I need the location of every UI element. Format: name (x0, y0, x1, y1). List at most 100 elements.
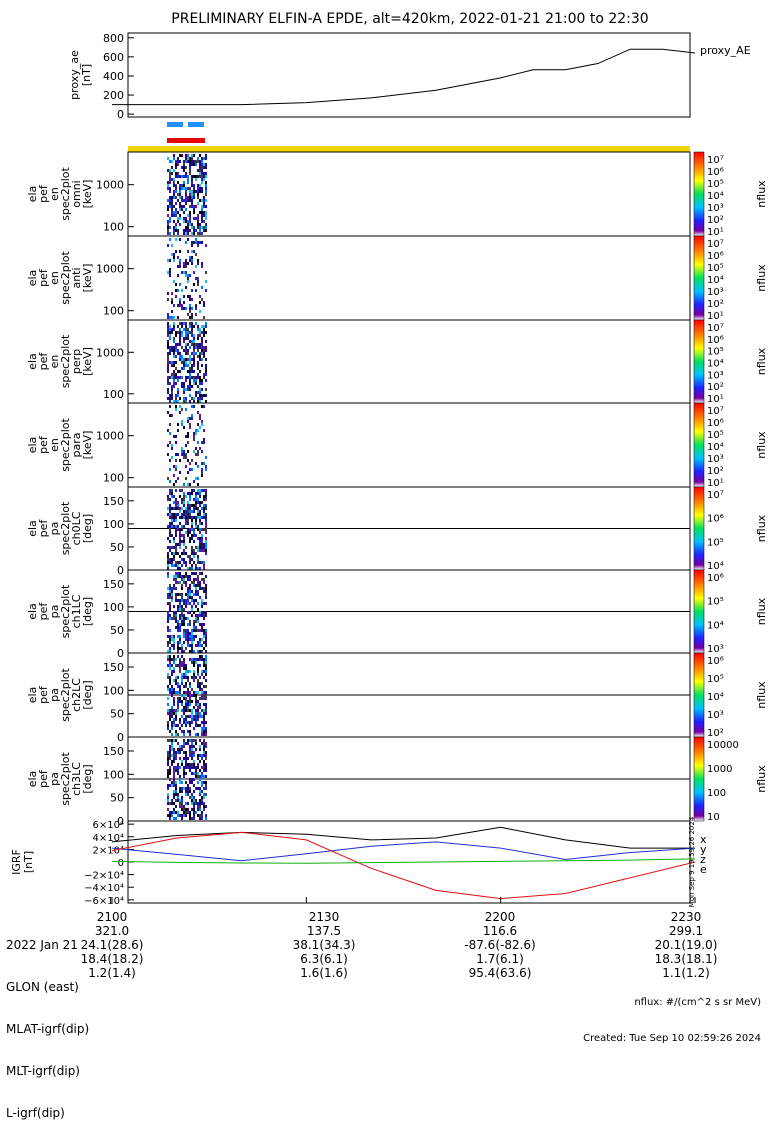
panel-en_perp-colorbar (693, 319, 705, 404)
spectrogram-cell (183, 340, 185, 343)
spectrogram-cell (185, 584, 187, 587)
spectrogram-cell (177, 635, 179, 638)
spectrogram-cell (187, 471, 189, 474)
spectrogram-cell (179, 370, 181, 373)
spectrogram-cell (187, 611, 189, 614)
spectrogram-cell (205, 537, 207, 540)
spectrogram-cell (193, 232, 195, 235)
spectrogram-cell (189, 623, 191, 626)
spectrogram-cell (197, 277, 199, 280)
panel-en_anti-ylabel: spec2plot (59, 251, 72, 305)
spectrogram-cell (179, 546, 181, 549)
spectrogram-cell (173, 507, 175, 510)
spectrogram-cell (199, 232, 201, 235)
spectrogram-cell (173, 655, 175, 658)
spectrogram-cell (189, 715, 191, 718)
spectrogram-cell (169, 658, 171, 661)
spectrogram-cell (197, 808, 199, 811)
spectrogram-cell (201, 802, 203, 805)
x-axis-l-value: 1.2(1.4) (88, 966, 136, 980)
panel-en_anti-cbar-tick: 10⁵ (707, 263, 724, 274)
spectrogram-cell (197, 641, 199, 644)
spectrogram-cell (185, 617, 187, 620)
spectrogram-cell (201, 217, 203, 220)
row-label-mlat: MLAT-igrf(dip) (6, 1022, 90, 1036)
spectrogram-cell (199, 724, 201, 727)
spectrogram-cell (169, 679, 171, 682)
spectrogram-cell (173, 154, 175, 157)
spectrogram-cell (205, 214, 207, 217)
spectrogram-cell (205, 492, 207, 495)
spectrogram-cell (173, 519, 175, 522)
spectrogram-cell (205, 546, 207, 549)
spectrogram-cell (171, 492, 173, 495)
spectrogram-cell (181, 817, 183, 820)
spectrogram-cell (175, 658, 177, 661)
spectrogram-cell (185, 444, 187, 447)
row-label-glon: GLON (east) (6, 980, 79, 994)
spectrogram-cell (199, 644, 201, 647)
spectrogram-cell (169, 522, 171, 525)
spectrogram-cell (189, 394, 191, 397)
spectrogram-cell (173, 349, 175, 352)
spectrogram-cell (183, 328, 185, 331)
panel-en_perp-cbar-tick: 10¹ (707, 394, 724, 405)
spectrogram-cell (201, 298, 203, 301)
spectrogram-cell (169, 190, 171, 193)
spectrogram-cell (189, 495, 191, 498)
spectrogram-cell (171, 178, 173, 181)
panel-pa_ch2-ylabel: spec2plot (59, 668, 72, 722)
spectrogram-cell (173, 316, 175, 319)
spectrogram-cell (205, 166, 207, 169)
spectrogram-cell (197, 667, 199, 670)
spectrogram-cell (187, 766, 189, 769)
spectrogram-cell (171, 712, 173, 715)
spectrogram-cell (191, 226, 193, 229)
spectrogram-cell (195, 241, 197, 244)
spectrogram-cell (185, 346, 187, 349)
spectrogram-cell (171, 414, 173, 417)
panel-en_anti-cbar-tick: 10³ (707, 287, 724, 298)
x-axis-time-value: 2100 (96, 910, 128, 924)
spectrogram-cell (205, 614, 207, 617)
spectrogram-cell (203, 733, 205, 736)
spectrogram-cell (183, 721, 185, 724)
created-note: Created: Tue Sep 10 02:59:26 2024 (583, 1033, 761, 1044)
spectrogram-cell (185, 160, 187, 163)
spectrogram-cell (177, 211, 179, 214)
spectrogram-cell (175, 730, 177, 733)
spectrogram-cell (205, 358, 207, 361)
panel-en_para-spectrogram (167, 405, 207, 486)
panel-en_para-cbar-tick: 10³ (707, 454, 724, 465)
spectrogram-cell (195, 564, 197, 567)
spectrogram-cell (191, 748, 193, 751)
spectrogram-cell (169, 614, 171, 617)
spectrogram-cell (197, 561, 199, 564)
spectrogram-cell (191, 459, 193, 462)
spectrogram-cell (205, 456, 207, 459)
spectrogram-cell (201, 405, 203, 408)
spectrogram-cell (205, 373, 207, 376)
spectrogram-cell (197, 411, 199, 414)
spectrogram-cell (193, 802, 195, 805)
spectrogram-cell (205, 504, 207, 507)
spectrogram-cell (167, 259, 169, 262)
spectrogram-cell (201, 337, 203, 340)
spectrogram-cell (169, 352, 171, 355)
igrf-legend-e: e (700, 863, 707, 876)
spectrogram-cell (183, 220, 185, 223)
spectrogram-cell (189, 370, 191, 373)
spectrogram-cell (173, 808, 175, 811)
spectrogram-cell (169, 561, 171, 564)
spectrogram-cell (177, 641, 179, 644)
spectrogram-cell (193, 175, 195, 178)
spectrogram-cell (173, 793, 175, 796)
spectrogram-cell (187, 700, 189, 703)
panel-en_para-cbar-label: nflux (755, 431, 768, 459)
spectrogram-cell (179, 778, 181, 781)
spectrogram-cell (205, 805, 207, 808)
panel-pa_ch0-ylabel: ela (26, 520, 39, 537)
spectrogram-cell (167, 477, 169, 480)
spectrogram-cell (191, 564, 193, 567)
panel-pa_ch3-spectrogram (167, 739, 207, 820)
